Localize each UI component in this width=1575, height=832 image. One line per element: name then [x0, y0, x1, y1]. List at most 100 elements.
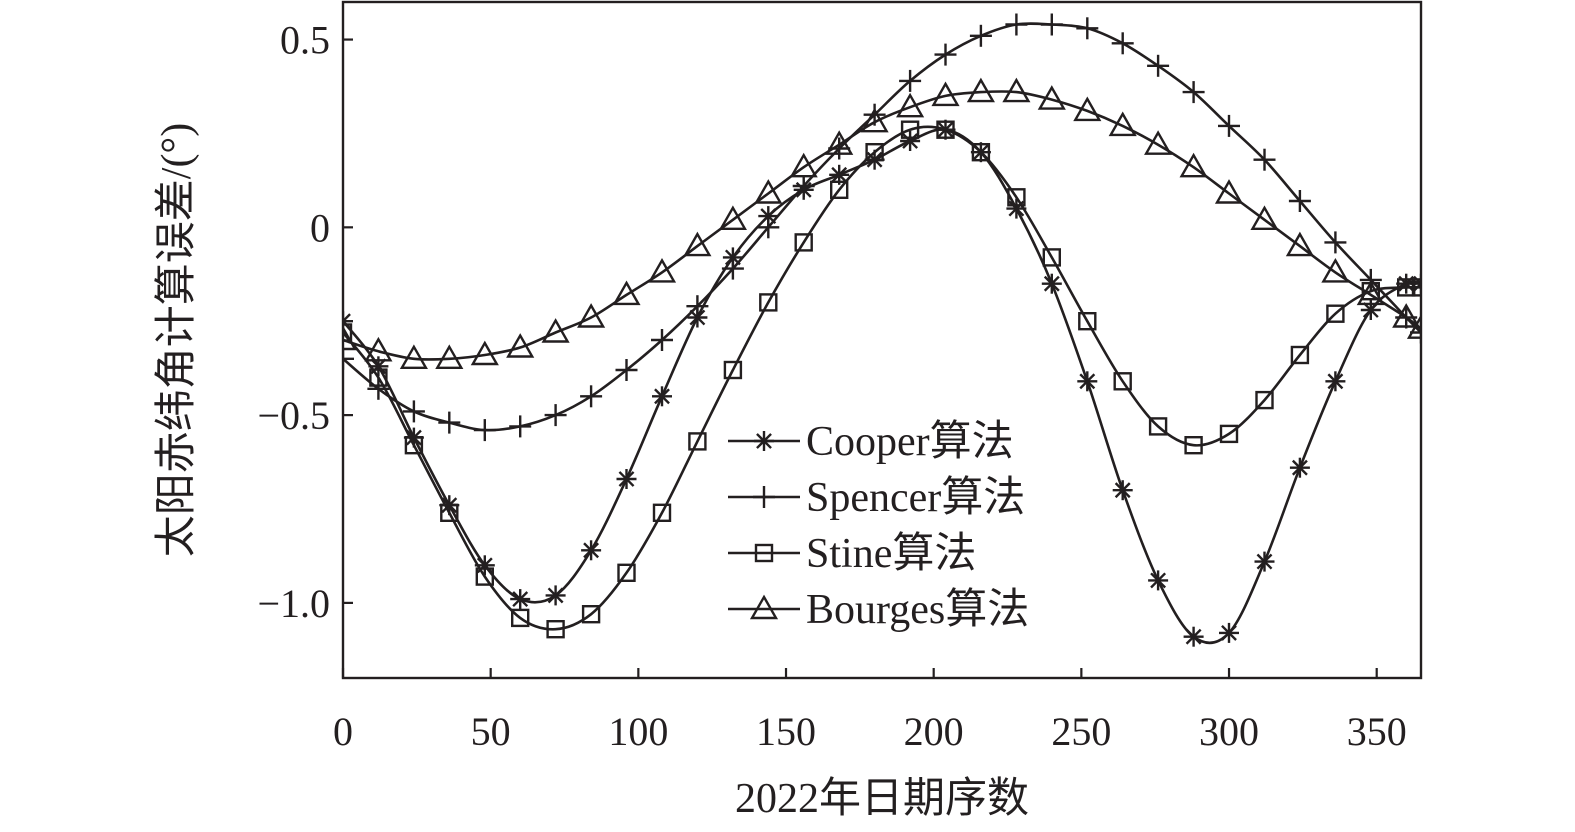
data-point — [506, 333, 535, 358]
data-point — [440, 503, 459, 522]
data-point — [343, 325, 358, 351]
data-point — [546, 620, 565, 639]
data-point — [1111, 32, 1134, 55]
data-point — [1183, 626, 1204, 647]
data-point — [1250, 205, 1279, 231]
data-point — [1042, 248, 1062, 267]
legend-entry: Stine算法 — [728, 531, 976, 577]
data-point — [1289, 457, 1310, 478]
data-point — [581, 540, 602, 561]
data-point — [1324, 231, 1347, 254]
x-tick-label: 350 — [1347, 709, 1407, 754]
data-point — [577, 303, 606, 328]
axis-ticks — [341, 38, 1378, 678]
data-point — [688, 432, 707, 451]
data-point — [754, 179, 783, 204]
data-point — [544, 404, 567, 427]
series-line — [343, 22, 1421, 432]
data-point — [1148, 570, 1169, 591]
legend-marker — [754, 431, 774, 451]
x-tick-label: 150 — [756, 709, 816, 754]
legend-marker — [753, 486, 775, 508]
y-axis-label: 太阳赤纬角计算误差/(°) — [154, 123, 200, 557]
data-point — [470, 340, 499, 366]
data-point — [1113, 372, 1132, 391]
data-point — [510, 589, 531, 610]
data-point — [1002, 77, 1031, 103]
data-point — [683, 231, 712, 257]
data-point — [792, 175, 815, 197]
data-point — [1078, 312, 1097, 331]
series-3 — [343, 120, 1421, 639]
series-2 — [343, 13, 1421, 442]
plot-frame — [341, 0, 1423, 680]
y-tick-label: 0 — [310, 205, 330, 250]
data-point — [1148, 417, 1168, 436]
data-point — [971, 142, 991, 162]
data-point — [1077, 371, 1098, 392]
data-point — [830, 180, 849, 200]
x-tick-label: 300 — [1199, 709, 1259, 754]
data-point — [1254, 551, 1275, 572]
data-point — [936, 120, 955, 139]
series-line — [343, 125, 1421, 631]
data-point — [475, 567, 494, 586]
data-point — [435, 344, 464, 369]
data-point — [721, 257, 744, 280]
data-point — [1255, 390, 1274, 410]
data-point — [1325, 371, 1346, 392]
x-tick-label: 100 — [608, 709, 668, 754]
data-point — [509, 415, 532, 438]
data-point — [1144, 130, 1173, 155]
data-point — [1147, 54, 1170, 77]
data-point — [865, 142, 884, 162]
data-point — [723, 360, 743, 380]
data-point — [1406, 314, 1421, 339]
data-point — [1184, 436, 1203, 455]
series-4 — [343, 77, 1421, 369]
x-tick-label: 200 — [904, 709, 964, 754]
data-point — [1253, 148, 1276, 171]
data-point — [1073, 96, 1102, 122]
legend-label: Cooper算法 — [806, 419, 1014, 465]
data-point — [1182, 81, 1205, 104]
data-point — [615, 359, 638, 381]
data-point — [1219, 424, 1239, 444]
data-point — [1288, 190, 1311, 212]
data-point — [900, 131, 921, 151]
data-point — [1108, 111, 1137, 137]
data-point — [969, 24, 992, 47]
x-tick-label: 0 — [333, 709, 353, 754]
data-point — [369, 368, 388, 387]
data-point — [1179, 152, 1208, 178]
data-point — [541, 318, 570, 343]
data-point — [899, 69, 922, 92]
data-point — [1411, 278, 1421, 297]
data-point — [794, 233, 813, 252]
legend-label: Bourges算法 — [806, 587, 1029, 633]
data-point — [473, 419, 496, 442]
data-point — [757, 216, 780, 239]
data-point — [651, 329, 673, 351]
tick-labels: 0 50 100 150 200 250 300 350 0.5 0 −0.5 −1.0 — [257, 18, 1406, 754]
legend-label: Spencer算法 — [806, 475, 1025, 521]
data-point — [343, 311, 353, 332]
data-point — [1076, 17, 1099, 40]
legend-entry: Bourges算法 — [728, 587, 1029, 633]
data-point — [1321, 257, 1350, 283]
x-axis-label: 2022年日期序数 — [735, 775, 1029, 822]
data-point — [1356, 280, 1385, 306]
data-point — [343, 323, 353, 342]
data-point — [1040, 13, 1063, 36]
data-point — [1041, 273, 1062, 294]
legend-entry: Spencer算法 — [728, 475, 1025, 521]
data-point — [580, 385, 603, 408]
data-point — [617, 563, 636, 582]
data-point — [759, 293, 778, 312]
data-point — [616, 469, 637, 489]
data-point — [1037, 85, 1066, 110]
data-point — [825, 130, 854, 155]
legend-marker — [754, 543, 774, 563]
data-point — [438, 411, 461, 434]
